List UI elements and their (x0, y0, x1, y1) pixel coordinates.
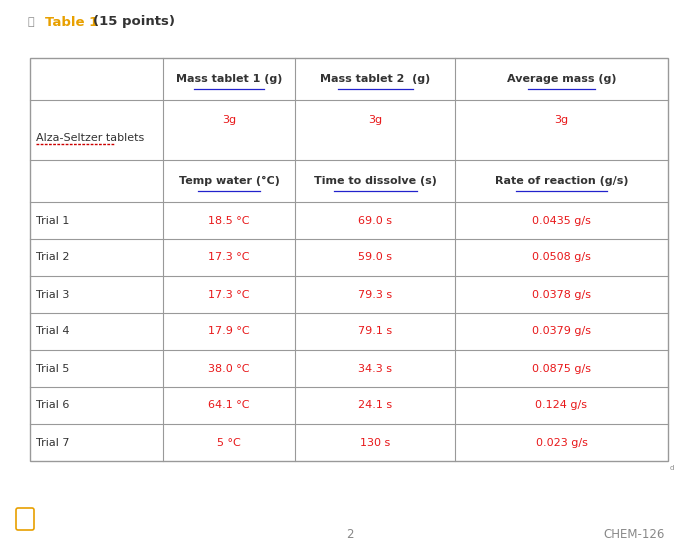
Text: 69.0 s: 69.0 s (358, 216, 392, 226)
Text: 18.5 °C: 18.5 °C (209, 216, 250, 226)
Text: Alza-Seltzer tablets: Alza-Seltzer tablets (36, 133, 144, 143)
Text: ⬞: ⬞ (27, 17, 34, 27)
Text: 64.1 °C: 64.1 °C (209, 400, 250, 411)
Text: Trial 5: Trial 5 (36, 364, 69, 374)
Text: 79.1 s: 79.1 s (358, 326, 392, 336)
Text: Mass tablet 1 (g): Mass tablet 1 (g) (176, 74, 282, 84)
Text: d: d (670, 465, 674, 471)
Text: Temp water (°C): Temp water (°C) (178, 176, 279, 186)
Text: Trial 4: Trial 4 (36, 326, 69, 336)
Text: Trial 2: Trial 2 (36, 252, 69, 262)
Text: 17.9 °C: 17.9 °C (208, 326, 250, 336)
Text: Mass tablet 2  (g): Mass tablet 2 (g) (320, 74, 430, 84)
Text: 0.023 g/s: 0.023 g/s (536, 437, 587, 447)
Text: 5 °C: 5 °C (217, 437, 241, 447)
Text: 3g: 3g (368, 115, 382, 125)
Text: 59.0 s: 59.0 s (358, 252, 392, 262)
Text: 38.0 °C: 38.0 °C (209, 364, 250, 374)
Text: CHEM-126: CHEM-126 (603, 529, 665, 541)
Bar (30, 58, 668, 461)
Text: Trial 1: Trial 1 (36, 216, 69, 226)
Text: 17.3 °C: 17.3 °C (209, 252, 250, 262)
Text: 79.3 s: 79.3 s (358, 290, 392, 300)
Text: 0.0508 g/s: 0.0508 g/s (532, 252, 591, 262)
Text: Trial 7: Trial 7 (36, 437, 69, 447)
Text: Trial 3: Trial 3 (36, 290, 69, 300)
Text: 34.3 s: 34.3 s (358, 364, 392, 374)
Text: 17.3 °C: 17.3 °C (209, 290, 250, 300)
Text: Time to dissolve (s): Time to dissolve (s) (314, 176, 437, 186)
Text: 0.124 g/s: 0.124 g/s (536, 400, 587, 411)
Text: 24.1 s: 24.1 s (358, 400, 392, 411)
Text: (15 points): (15 points) (93, 16, 175, 28)
Text: 0.0875 g/s: 0.0875 g/s (532, 364, 591, 374)
Text: 0.0379 g/s: 0.0379 g/s (532, 326, 591, 336)
Text: 3g: 3g (554, 115, 568, 125)
Text: Rate of reaction (g/s): Rate of reaction (g/s) (495, 176, 628, 186)
Text: 0.0435 g/s: 0.0435 g/s (532, 216, 591, 226)
Text: Average mass (g): Average mass (g) (507, 74, 616, 84)
Text: 3g: 3g (222, 115, 236, 125)
Text: 2: 2 (346, 529, 354, 541)
Text: Table 1: Table 1 (45, 16, 103, 28)
Text: Trial 6: Trial 6 (36, 400, 69, 411)
Text: 130 s: 130 s (360, 437, 391, 447)
Text: 0.0378 g/s: 0.0378 g/s (532, 290, 591, 300)
